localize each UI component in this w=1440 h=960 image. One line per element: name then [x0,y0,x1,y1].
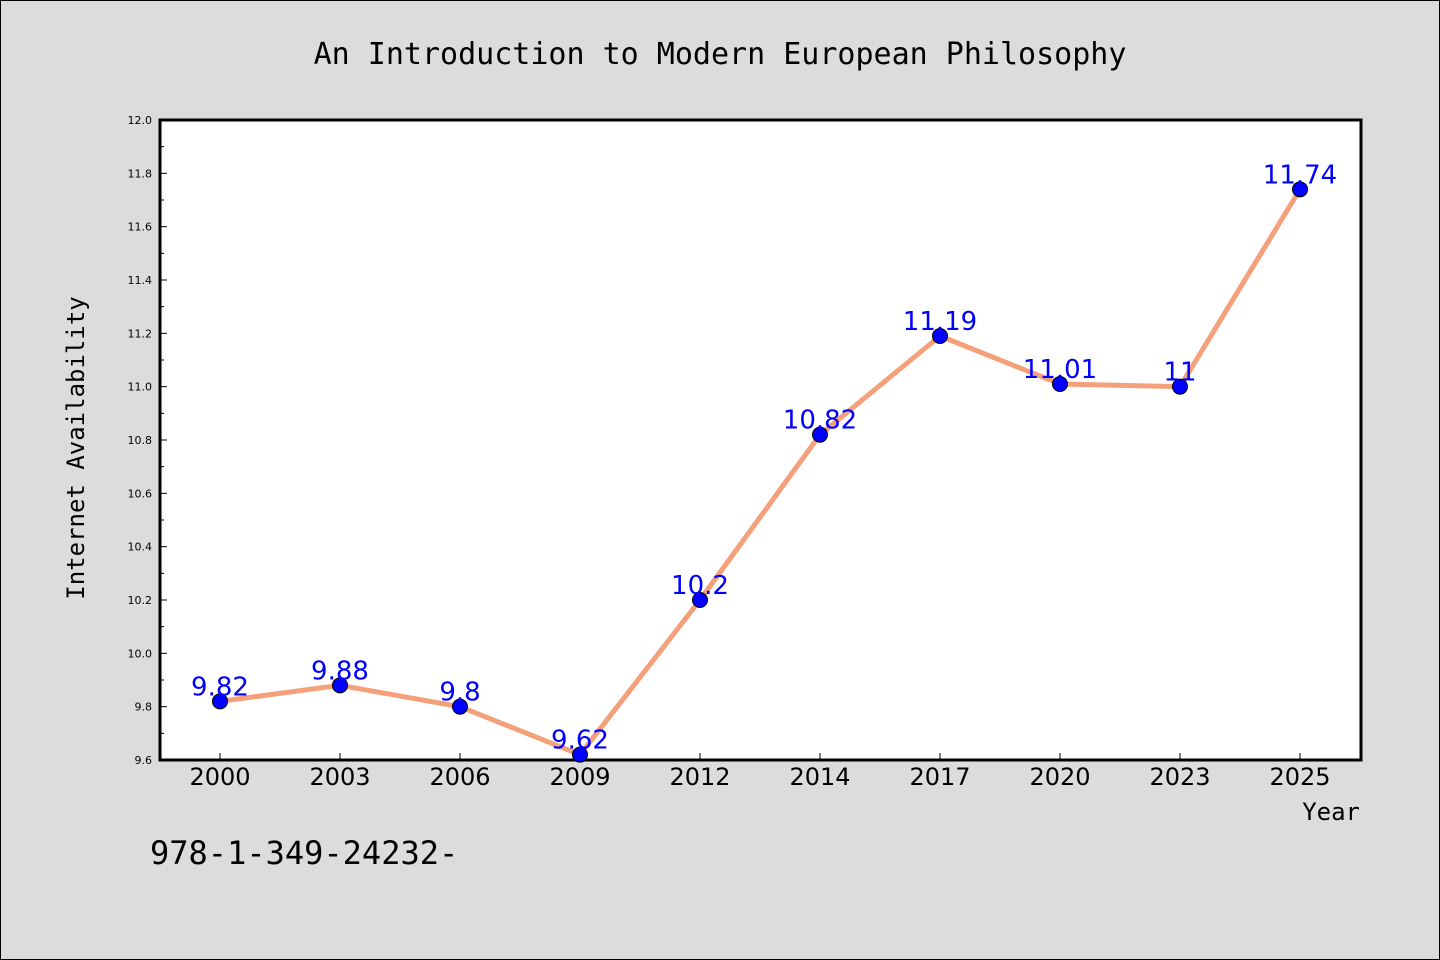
x-tick-label: 2009 [549,763,610,791]
data-point [572,746,588,763]
x-tick-label: 2023 [1149,763,1210,791]
data-point [1292,181,1308,198]
y-tick-label: 9.8 [135,701,153,714]
x-tick-label: 2020 [1029,763,1090,791]
data-label: 11.74 [1263,160,1337,190]
data-point [1052,376,1068,392]
data-label: 9.8 [439,678,480,708]
series-line [217,186,1303,758]
data-label: 9.88 [311,656,369,686]
x-axis: 2000 2003 2006 2009 2012 2014 2017 2020 2023 2025 [189,753,1331,791]
data-labels: 9.82 9.88 9.8 9.62 10.2 10.82 11.19 11.01 11 11.7… [191,160,1337,755]
plot-area [158,118,1363,762]
data-point [212,693,228,710]
y-tick-label: 12.0 [128,114,153,127]
x-axis-label: Year [1302,798,1360,826]
y-tick-label: 11.2 [128,327,153,340]
data-point [692,592,708,608]
x-tick-label: 2006 [429,763,490,791]
data-label: 11.01 [1023,355,1097,385]
x-tick-label: 2000 [189,763,250,791]
data-label: 11 [1163,358,1196,388]
data-label: 10.82 [783,406,857,436]
data-label: 11.19 [903,307,977,337]
y-tick-label: 10.0 [128,647,153,660]
data-point [932,328,948,344]
data-point [812,426,828,443]
x-tick-label: 2014 [789,763,850,791]
data-label: 9.62 [551,726,609,756]
x-tick-label: 2012 [669,763,730,791]
data-point [1172,378,1188,395]
isbn-text: 978-1-349-24232- [150,834,458,872]
chart-title: An Introduction to Modern European Philo… [314,37,1127,72]
y-tick-label: 10.8 [128,434,153,447]
data-label: 9.82 [191,672,249,702]
y-axis: 9.6 9.8 10.0 10.2 10.4 10.6 10.8 11.0 11.2 11.4 11… [128,114,167,767]
y-tick-label: 10.4 [128,541,153,554]
y-tick-label: 11.4 [128,274,153,287]
data-label: 10.2 [671,571,729,601]
data-markers [212,181,1308,763]
x-tick-label: 2025 [1269,763,1330,791]
y-tick-label: 11.6 [128,221,153,234]
y-tick-label: 9.6 [135,754,153,767]
x-tick-label: 2003 [309,763,370,791]
x-tick-label: 2017 [909,763,970,791]
data-point [332,677,348,694]
y-axis-label: Internet Availability [62,296,90,599]
y-tick-label: 10.6 [128,487,153,500]
data-point [452,698,468,715]
y-tick-label: 10.2 [128,594,153,607]
y-tick-label: 11.8 [128,167,153,180]
y-tick-label: 11.0 [128,381,153,394]
